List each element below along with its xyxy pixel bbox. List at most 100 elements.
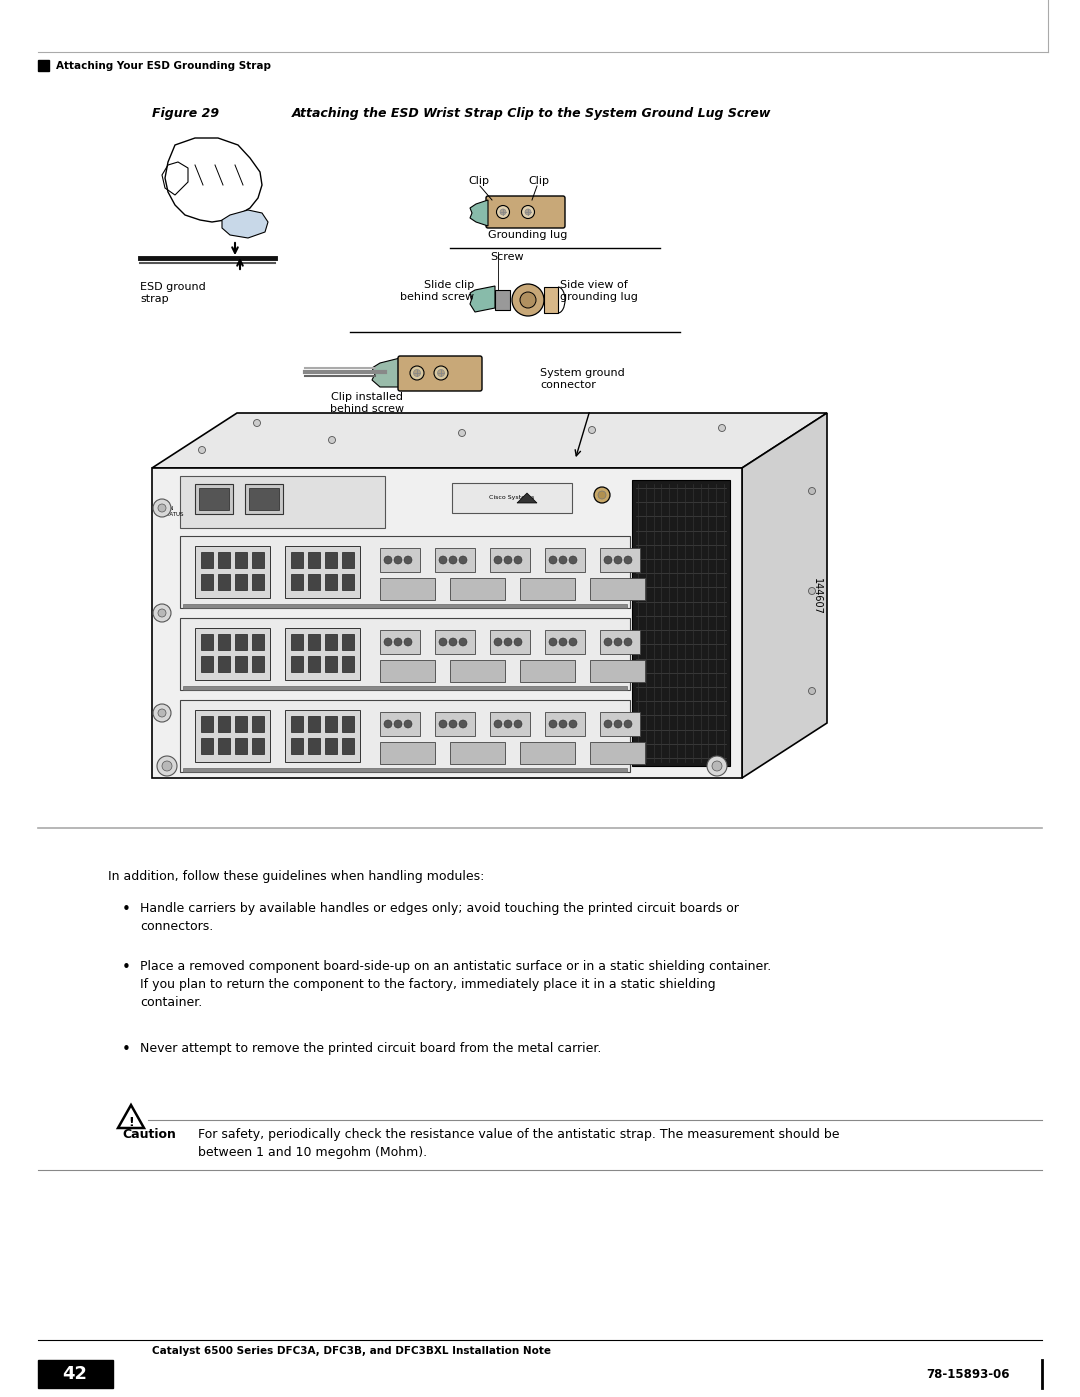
Bar [291,634,303,650]
Circle shape [449,638,457,645]
Bar [453,483,572,513]
Circle shape [514,719,522,728]
Text: Attaching the ESD Wrist Strap Clip to the System Ground Lug Screw: Attaching the ESD Wrist Strap Clip to th… [292,108,771,120]
Bar [600,630,640,654]
Text: Clip installed
behind screw: Clip installed behind screw [330,393,404,414]
Circle shape [809,488,815,495]
Bar [252,552,264,569]
Text: Never attempt to remove the printed circuit board from the metal carrier.: Never attempt to remove the printed circ… [140,1042,602,1055]
Circle shape [549,638,557,645]
Bar [291,552,303,569]
Bar [435,548,475,571]
Bar [308,657,320,672]
Text: Attaching Your ESD Grounding Strap: Attaching Your ESD Grounding Strap [56,61,271,71]
Bar [201,717,213,732]
Bar [180,700,630,773]
Circle shape [434,366,448,380]
Polygon shape [152,414,827,468]
Circle shape [512,284,544,316]
Bar [252,574,264,590]
Circle shape [598,490,606,499]
Circle shape [604,638,612,645]
Bar [325,657,337,672]
Bar [252,634,264,650]
Circle shape [158,710,166,717]
Bar [235,738,247,754]
Bar [544,286,558,313]
Circle shape [589,426,595,433]
Bar [380,630,420,654]
Bar [490,548,530,571]
Text: Clip: Clip [468,176,489,186]
Circle shape [500,210,507,215]
Text: If you plan to return the component to the factory, immediately place it in a st: If you plan to return the component to t… [140,978,716,990]
Polygon shape [470,200,488,226]
Text: 144607: 144607 [812,577,822,615]
Bar [291,657,303,672]
Circle shape [712,761,723,771]
Bar [201,552,213,569]
Circle shape [604,556,612,564]
Bar [325,574,337,590]
Circle shape [404,638,411,645]
Bar [490,630,530,654]
Bar [218,552,230,569]
Text: Place a removed component board-side-up on an antistatic surface or in a static : Place a removed component board-side-up … [140,960,771,972]
Bar [450,578,505,599]
Circle shape [394,719,402,728]
Circle shape [384,556,392,564]
Bar [545,548,585,571]
Bar [600,712,640,736]
Bar [590,742,645,764]
Bar [195,710,270,761]
Bar [218,574,230,590]
Bar [450,742,505,764]
Polygon shape [517,493,537,503]
Circle shape [718,425,726,432]
Bar [600,548,640,571]
Text: Clip: Clip [528,176,549,186]
Bar [180,536,630,608]
Text: •: • [122,902,131,916]
Circle shape [594,488,610,503]
Bar [285,629,360,680]
Bar [435,630,475,654]
Circle shape [384,638,392,645]
Bar [519,742,575,764]
Bar [195,629,270,680]
Bar [252,738,264,754]
Bar [252,717,264,732]
Circle shape [569,719,577,728]
Bar [590,578,645,599]
Bar [183,604,627,608]
Bar [380,578,435,599]
Text: connectors.: connectors. [140,921,213,933]
Circle shape [153,499,171,517]
Text: Screw: Screw [490,251,524,263]
Circle shape [158,609,166,617]
Bar [325,738,337,754]
Circle shape [569,556,577,564]
Bar [342,717,354,732]
Circle shape [394,638,402,645]
Bar [342,634,354,650]
Text: In addition, follow these guidelines when handling modules:: In addition, follow these guidelines whe… [108,870,484,883]
Bar [450,659,505,682]
Circle shape [504,556,512,564]
Text: Handle carriers by available handles or edges only; avoid touching the printed c: Handle carriers by available handles or … [140,902,739,915]
Circle shape [624,556,632,564]
Circle shape [410,366,424,380]
Polygon shape [742,414,827,778]
Text: Grounding lug: Grounding lug [488,231,567,240]
Bar [180,476,384,528]
Bar [201,634,213,650]
Bar [632,481,730,766]
Bar [201,738,213,754]
Circle shape [604,719,612,728]
Bar [325,552,337,569]
Bar [435,712,475,736]
Bar [201,574,213,590]
Circle shape [514,556,522,564]
Circle shape [525,210,531,215]
Bar [245,483,283,514]
